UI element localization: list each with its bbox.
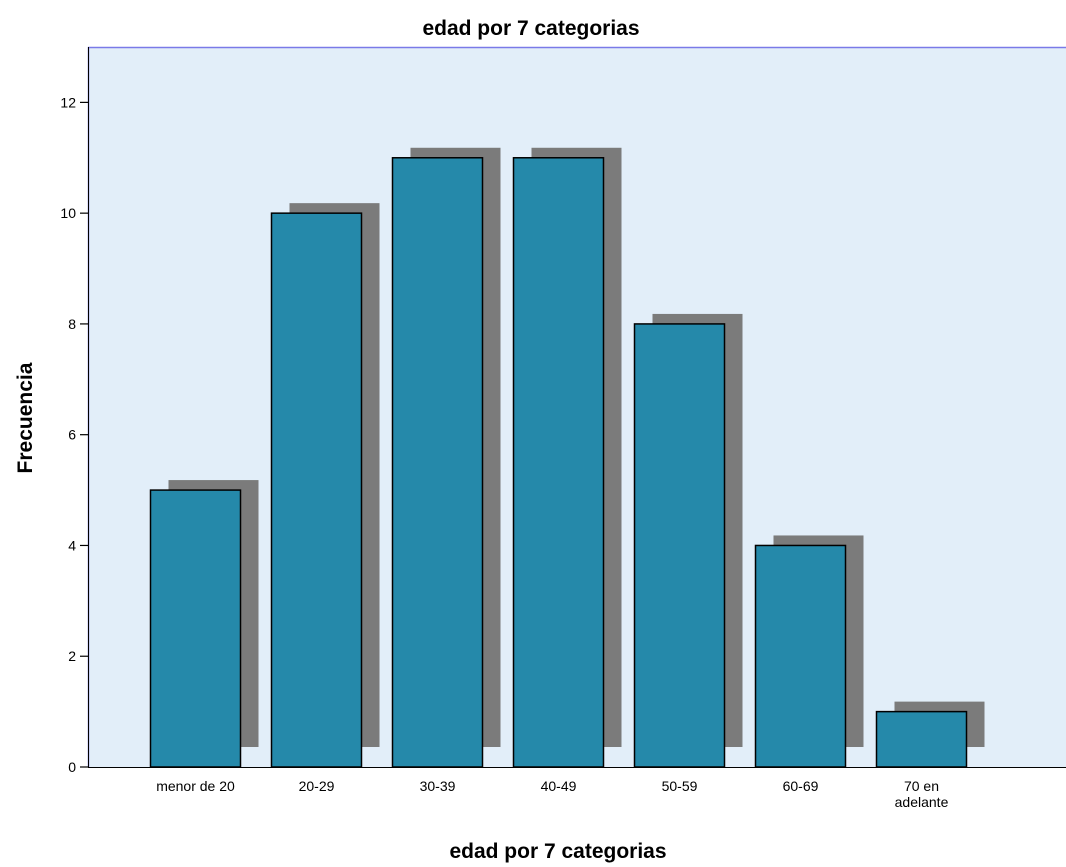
x-tick-label: 20-29 <box>299 778 335 794</box>
chart-title: edad por 7 categorias <box>422 17 639 40</box>
x-tick-label: 50-59 <box>662 778 698 794</box>
y-axis-label: Frecuencia <box>14 362 37 473</box>
x-tick-label: 60-69 <box>783 778 819 794</box>
x-tick-label: 40-49 <box>541 778 577 794</box>
y-tick-label: 8 <box>68 316 76 332</box>
bar <box>633 323 726 768</box>
x-axis-ticks: menor de 20 20-29 30-39 40-49 50-59 60-69 70 e… <box>156 778 948 810</box>
y-tick-label: 0 <box>68 759 76 775</box>
y-axis-ticks: 0 2 4 6 8 10 12 <box>60 94 88 775</box>
y-tick-label: 10 <box>60 205 76 221</box>
bar <box>512 157 605 768</box>
y-tick-label: 12 <box>60 94 76 110</box>
y-tick-label: 4 <box>68 537 76 553</box>
bar <box>875 710 968 768</box>
bars <box>149 147 985 768</box>
bar <box>149 489 242 768</box>
x-axis-label: edad por 7 categorias <box>449 840 666 863</box>
bar <box>270 212 363 768</box>
bar <box>391 157 484 768</box>
bar <box>754 544 847 768</box>
x-tick-label: menor de 20 <box>156 778 235 794</box>
y-tick-label: 6 <box>68 427 76 443</box>
y-tick-label: 2 <box>68 648 76 664</box>
x-tick-label: 70 en adelante <box>895 778 949 810</box>
x-tick-label: 30-39 <box>420 778 456 794</box>
